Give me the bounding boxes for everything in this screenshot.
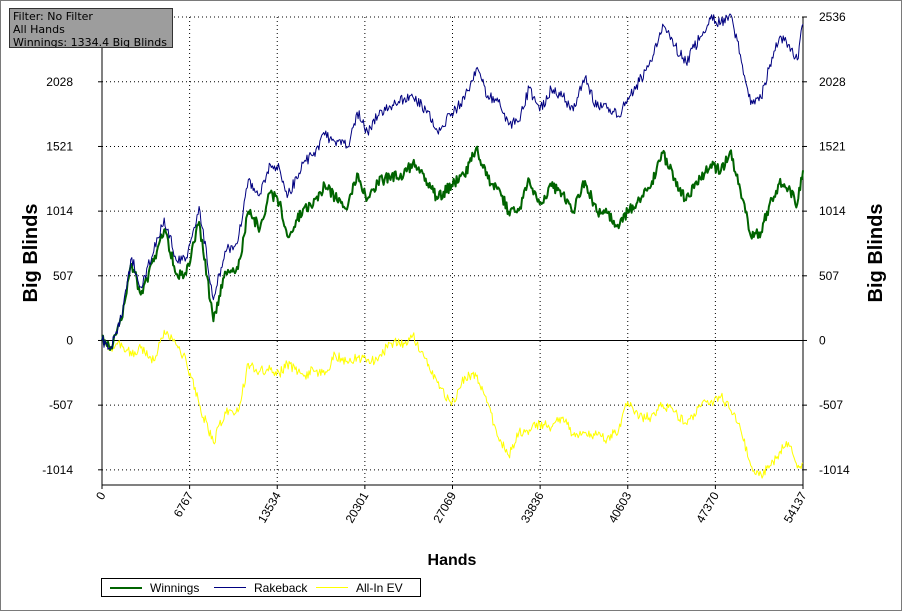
y-tick-label-right: -507 <box>819 398 843 412</box>
series-line-all-in-ev <box>101 329 804 479</box>
y-axis-title-left: Big Blinds <box>20 204 42 303</box>
y-tick-label-left: -1014 <box>42 463 73 477</box>
y-tick-label-left: 0 <box>66 333 73 347</box>
legend-item-all-in-ev: All-In EV <box>316 580 403 596</box>
filter-info-box: Filter: No Filter All Hands Winnings: 13… <box>9 8 173 48</box>
x-tick-label: 6767 <box>171 489 197 519</box>
series-layer <box>101 13 804 479</box>
legend-item-winnings: Winnings <box>110 580 199 596</box>
x-ticks: 0 6767 13534 20301 27069 33836 40603 47370 54137 <box>93 485 810 525</box>
y-tick-label-left: 2028 <box>46 75 73 89</box>
x-tick-label: 0 <box>93 489 109 502</box>
legend-label-winnings: Winnings <box>150 581 200 595</box>
legend-label-all-in-ev: All-In EV <box>356 581 403 595</box>
x-axis-title: Hands <box>428 552 477 569</box>
x-tick-label: 47370 <box>693 489 722 525</box>
y-tick-label-right: -1014 <box>819 463 850 477</box>
y-tick-label-left: 507 <box>53 269 73 283</box>
y-tick-label-right: 1014 <box>819 204 846 218</box>
hands-text: All Hands <box>13 23 65 36</box>
x-tick-label: 54137 <box>781 489 810 525</box>
x-tick-label: 20301 <box>343 489 372 525</box>
legend-swatch-winnings <box>110 586 142 589</box>
y-axis-title-right: Big Blinds <box>865 204 887 303</box>
x-tick-label: 27069 <box>430 489 459 525</box>
legend-label-rakeback: Rakeback <box>254 581 308 595</box>
series-line-winnings <box>101 145 804 351</box>
y-tick-label-left: 1014 <box>46 204 73 218</box>
y-ticks-right: -1014 -507 0 507 1014 1521 2028 2536 <box>803 10 850 477</box>
series-line-rakeback <box>101 13 804 350</box>
x-tick-label: 13534 <box>255 489 284 525</box>
y-tick-label-right: 507 <box>819 269 839 283</box>
legend: Winnings Rakeback All-In EV <box>101 578 421 597</box>
y-tick-label-left: -507 <box>49 398 73 412</box>
y-tick-label-right: 2028 <box>819 75 846 89</box>
legend-swatch-all-in-ev <box>316 587 348 589</box>
y-ticks-left: -1014 -507 0 507 1014 1521 2028 <box>42 75 102 477</box>
plot-frame <box>101 17 804 486</box>
y-tick-label-right: 1521 <box>819 139 846 153</box>
grid <box>101 16 804 485</box>
legend-item-rakeback: Rakeback <box>214 580 307 596</box>
y-tick-label-right: 2536 <box>819 10 846 24</box>
y-tick-label-left: 1521 <box>46 139 73 153</box>
winnings-text: Winnings: 1334.4 Big Blinds <box>13 36 167 48</box>
filter-text: Filter: No Filter <box>13 10 93 23</box>
y-tick-label-right: 0 <box>819 333 826 347</box>
x-tick-label: 33836 <box>518 489 547 525</box>
x-tick-label: 40603 <box>606 489 635 525</box>
legend-swatch-rakeback <box>214 587 246 589</box>
